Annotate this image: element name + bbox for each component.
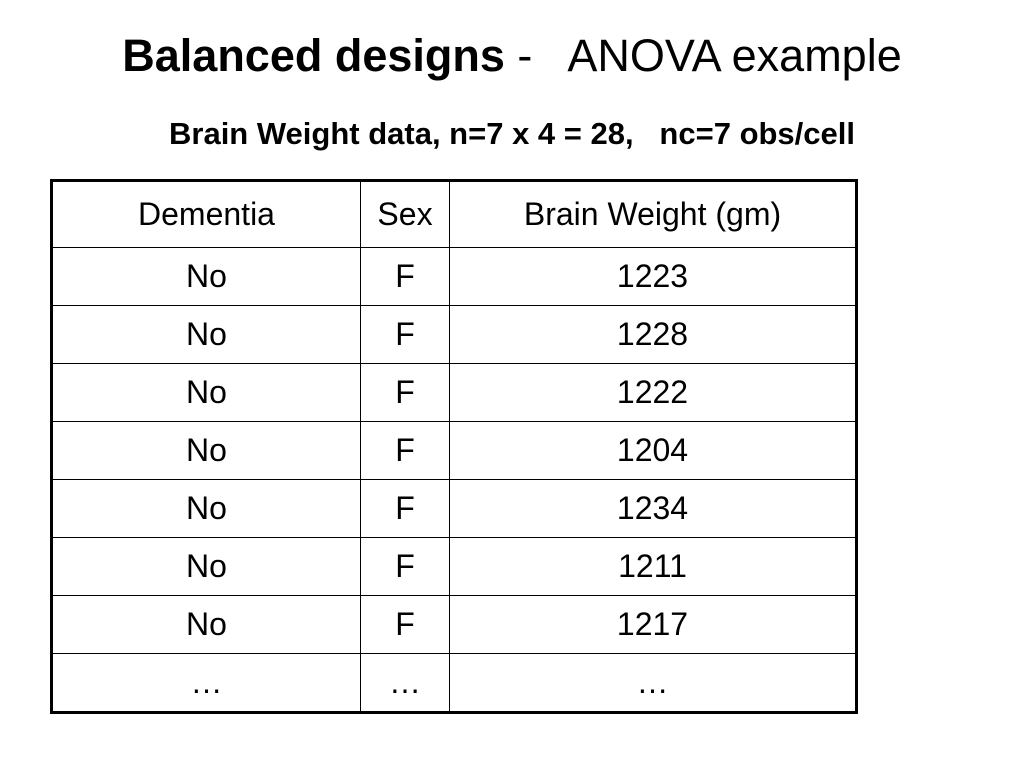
table-cell: 1217 (449, 595, 857, 654)
table-row: No F 1211 (51, 537, 857, 596)
table-cell: 1204 (449, 421, 857, 480)
table-cell: No (51, 305, 361, 364)
table-cell: No (51, 595, 361, 654)
subtitle: Brain Weight data, n=7 x 4 = 28, nc=7 ob… (169, 116, 855, 151)
table-cell: F (360, 537, 450, 596)
table-row: No F 1204 (51, 421, 857, 480)
table-cell: F (360, 595, 450, 654)
header-cell: Dementia (51, 180, 361, 248)
table-cell: 1223 (449, 247, 857, 306)
table-cell: … (449, 653, 857, 713)
header-cell: Sex (360, 180, 450, 248)
table-cell: 1211 (449, 537, 857, 596)
table-cell: No (51, 421, 361, 480)
table-cell: … (51, 653, 361, 713)
table-cell: … (360, 653, 450, 713)
table-cell: No (51, 363, 361, 422)
title-rest: - ANOVA example (504, 30, 902, 81)
table-cell: F (360, 479, 450, 538)
data-table: Dementia Sex Brain Weight (gm) No F 1223 No F 12… (50, 179, 858, 714)
table-row: No F 1217 (51, 595, 857, 654)
table-cell: F (360, 363, 450, 422)
table-cell: No (51, 537, 361, 596)
title-bold: Balanced designs (122, 30, 505, 81)
table-row: Dementia Sex Brain Weight (gm) (51, 180, 857, 248)
table-cell: No (51, 247, 361, 306)
table-cell: 1222 (449, 363, 857, 422)
table-row: No F 1234 (51, 479, 857, 538)
table-cell: F (360, 421, 450, 480)
table-cell: 1228 (449, 305, 857, 364)
table-cell: F (360, 247, 450, 306)
table-row: No F 1223 (51, 247, 857, 306)
table-cell: No (51, 479, 361, 538)
table-cell: F (360, 305, 450, 364)
title: Balanced designs - ANOVA example (0, 30, 1024, 82)
header-cell: Brain Weight (gm) (449, 180, 857, 248)
table-row: No F 1222 (51, 363, 857, 422)
table-cell: 1234 (449, 479, 857, 538)
table-row: ……… (51, 653, 857, 713)
table-row: No F 1228 (51, 305, 857, 364)
